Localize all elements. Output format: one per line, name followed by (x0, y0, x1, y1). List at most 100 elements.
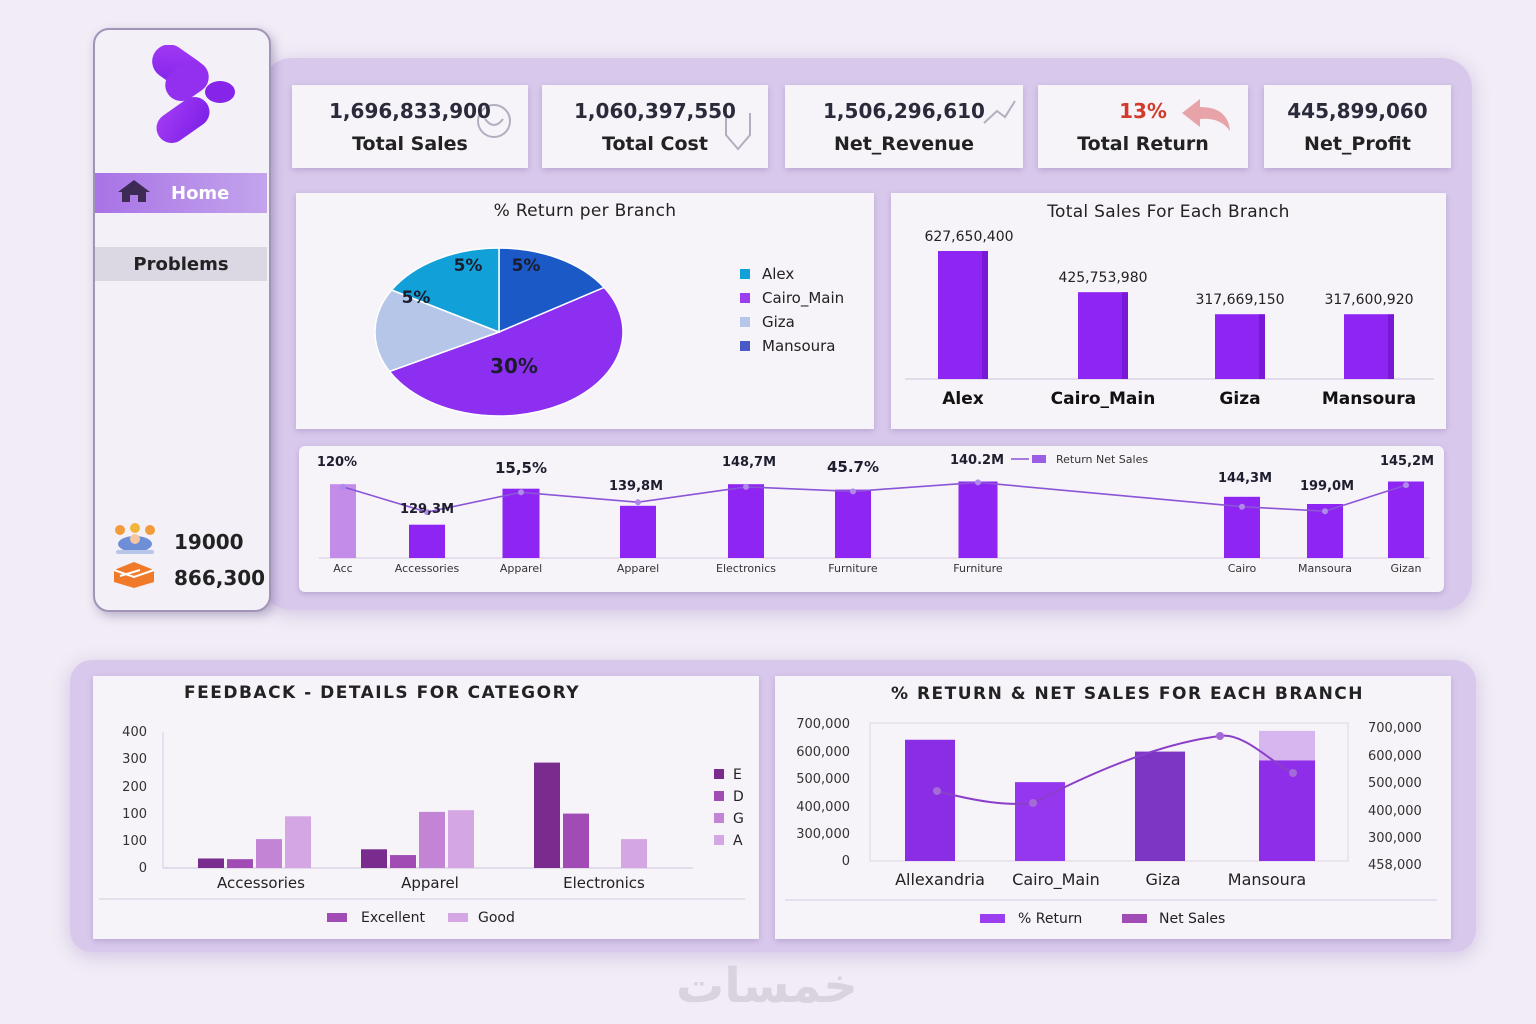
y2-tick-label: 458,000 (1368, 858, 1422, 873)
data-label: 148,7M (722, 455, 776, 470)
data-label: 145,2M (1380, 454, 1434, 469)
pie-slice-label: 5% (512, 256, 541, 276)
return-per-branch-card: % Return per Branch 5% 30% 5% 5% Alex Cairo… (296, 193, 874, 429)
category-label: Accessories (395, 562, 460, 575)
line-point (1322, 508, 1328, 515)
legend-swatch (1122, 914, 1147, 923)
plot-frame (869, 722, 1349, 862)
category-label: Gizan (1390, 562, 1421, 575)
return-net-sales-line (342, 481, 1407, 513)
line-point (933, 787, 941, 795)
category-label: Cairo_Main (1051, 389, 1156, 409)
strip-bar (330, 484, 356, 558)
return-arrow-icon (1182, 99, 1230, 131)
home-icon (117, 179, 151, 207)
strip-bar (1388, 481, 1424, 558)
total-sales-bar (938, 251, 988, 379)
legend-swatch (740, 317, 750, 327)
category-label: Mansoura (1228, 870, 1306, 889)
y-tick-label: 400 (122, 725, 147, 740)
nav-home[interactable]: Home (95, 173, 267, 213)
return-net-sales-combo-chart: 700,000 600,000 500,000 400,000 300,000 0 700,… (785, 717, 1437, 927)
data-label: 144,3M (1218, 471, 1272, 486)
category-label: Giza (1145, 870, 1180, 889)
bar-value-label: 425,753,980 (1058, 270, 1147, 286)
line-point (743, 483, 749, 490)
return-pie-chart: 5% 30% 5% 5% (374, 247, 624, 417)
feedback-bar (361, 849, 387, 868)
feedback-bar (419, 811, 445, 868)
y-tick-label: 100 (122, 807, 147, 822)
category-label: Cairo_Main (1012, 870, 1100, 890)
category-label: Acc (333, 562, 352, 575)
legend-swatch (1032, 455, 1046, 463)
return-bar (1015, 782, 1065, 861)
y2-tick-label: 400,000 (1368, 804, 1422, 819)
kpi-total-return-value: 13% (1119, 98, 1167, 123)
legend-swatch (714, 813, 724, 823)
line-point (518, 489, 524, 496)
legend-label: A (733, 833, 743, 849)
legend-swatch (714, 791, 724, 801)
feedback-card: FEEDBACK - DETAILS FOR CATEGORY 400 300 20… (93, 676, 759, 939)
y2-tick-label: 700,000 (1368, 721, 1422, 736)
y2-tick-label: 300,000 (1368, 831, 1422, 846)
legend-swatch (980, 914, 1005, 923)
line-point (975, 479, 981, 486)
category-label: Cairo (1228, 562, 1257, 575)
strip-bar (502, 488, 540, 558)
legend-swatch (327, 913, 347, 922)
legend-swatch (714, 769, 724, 779)
watermark: خمسات (676, 958, 858, 1014)
line-point (340, 483, 346, 490)
line-point (1289, 769, 1297, 777)
y-tick-label: 700,000 (796, 717, 850, 732)
feedback-bar (563, 813, 589, 868)
kpi-net-profit-label: Net_Profit (1304, 132, 1411, 155)
category-label: Accessories (217, 874, 305, 892)
category-label: Apparel (401, 874, 459, 892)
legend-label: G (733, 811, 744, 827)
kpi-total-cost-value: 1,060,397,550 (574, 98, 736, 123)
kpi-net-revenue-value: 1,506,296,610 (823, 98, 985, 123)
pie-legend-item: Alex (740, 262, 844, 286)
nav-problems[interactable]: Problems (95, 247, 267, 281)
line-point (1403, 482, 1409, 489)
legend-label: % Return (1018, 911, 1082, 927)
pie-legend-item: Giza (740, 310, 844, 334)
strip-bar (728, 484, 764, 558)
bar-value-label: 317,669,150 (1195, 292, 1284, 308)
kpi-total-cost-label: Total Cost (602, 132, 708, 155)
pie-slice-cairo-main (388, 286, 624, 417)
brand-logo[interactable] (150, 44, 240, 149)
sales-doodle-icon (477, 104, 511, 138)
y-tick-label: 300 (122, 752, 147, 767)
pie-slice-alex (390, 247, 500, 334)
data-label: 129,3M (400, 502, 454, 517)
data-label: 199,0M (1300, 479, 1354, 494)
feedback-bar (448, 810, 474, 868)
total-sales-bar (1344, 314, 1394, 379)
feedback-title: FEEDBACK - DETAILS FOR CATEGORY (184, 683, 581, 703)
kpi-total-sales: 1,696,833,900 Total Sales (292, 85, 528, 168)
category-label: Furniture (828, 562, 878, 575)
net-sales-line (936, 734, 1294, 805)
line-point (850, 488, 856, 495)
feedback-bar (227, 859, 253, 868)
category-label: Mansoura (1322, 389, 1416, 409)
y-tick-label: 500,000 (796, 772, 850, 787)
pie-legend: Alex Cairo_Main Giza Mansoura (740, 262, 844, 358)
line-point (635, 499, 641, 506)
y-tick-label: 300,000 (796, 827, 850, 842)
strip-bar (835, 489, 871, 558)
return-net-sales-strip-card: Acc Accessories Apparel Apparel Electronics F… (299, 446, 1444, 592)
y2-tick-label: 500,000 (1368, 776, 1422, 791)
kpi-net-revenue-label: Net_Revenue (833, 132, 975, 155)
total-sales-branch-card: Total Sales For Each Branch 627,650,400 A… (891, 193, 1446, 429)
bar-value-label: 627,650,400 (924, 229, 1013, 245)
legend-swatch (740, 293, 750, 303)
feedback-bar (256, 839, 282, 868)
return-bar (1135, 751, 1185, 861)
category-label: Electronics (716, 562, 776, 575)
kpi-total-return: 13% Total Return (1038, 85, 1248, 168)
